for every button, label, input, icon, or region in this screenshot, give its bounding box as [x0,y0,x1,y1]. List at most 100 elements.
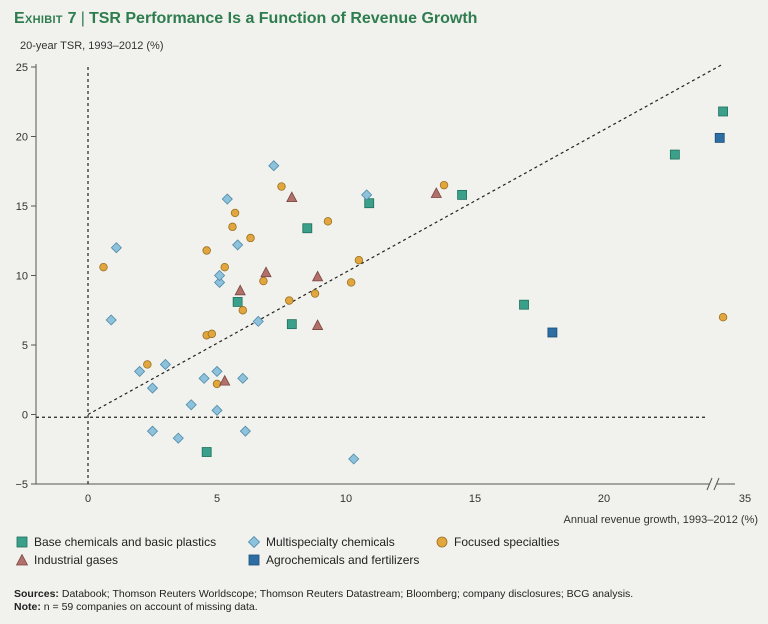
note-line: Note: n = 59 companies on account of mis… [14,601,633,614]
multispecialty-point [211,404,223,416]
industrial-gases-point [286,191,298,203]
legend-item-focused-specialties: Focused specialties [436,535,559,549]
base-chemicals-point [457,189,468,200]
multispecialty-point [214,276,226,289]
legend-item-multispecialty: Multispecialty chemicals [248,535,395,549]
multispecialty-point [268,160,280,172]
base-chemicals-point [286,319,297,330]
y-axis-label: 20-year TSR, 1993–2012 (%) [20,40,164,52]
x-tick-label: 15 [469,493,481,505]
footer: Sources: Databook; Thomson Reuters World… [14,588,633,614]
y-tick-label: 20 [16,132,28,144]
focused-specialties-point [246,233,255,243]
focused-specialties-point [285,296,294,305]
x-tick-label: 10 [340,493,352,505]
multispecialty-point [361,189,373,201]
multispecialty-point [237,372,249,384]
multispecialty-point [110,242,122,254]
x-axis-label: Annual revenue growth, 1993–2012 (%) [564,514,758,526]
focused-specialties-point [212,379,222,389]
base-chemicals-point [669,149,680,160]
multispecialty-point [214,269,226,282]
x-tick-label: 5 [214,493,220,505]
multispecialty-point [159,358,171,371]
focused-specialties-point [277,182,286,191]
multispecialty-point [232,239,244,251]
base-chemicals-point [232,297,243,307]
sources-text: Databook; Thomson Reuters Worldscope; Th… [61,588,634,600]
focused-specialties-point [259,276,268,286]
multispecialty-point [172,432,184,444]
note-label: Note: [14,601,41,613]
y-tick-label: 5 [22,340,28,352]
legend-label: Industrial gases [34,553,119,567]
multispecialty-point [252,315,264,327]
y-tick-label: 10 [16,271,28,283]
focused-specialties-point [718,313,728,322]
exhibit-label: Exhibit 7 [14,10,77,27]
focused-specialties-point [354,256,364,265]
multispecialty-point [185,399,197,411]
focused-specialties-point [323,217,333,226]
data-marks [99,106,728,465]
focused-specialties-point [202,246,211,255]
legend-diamond-icon [248,536,260,548]
industrial-gases-point [430,187,442,198]
focused-specialties-point [228,222,237,232]
multispecialty-point [239,425,251,437]
y-tick-label: 25 [16,62,28,74]
multispecialty-point [211,365,223,377]
y-tick-label: −5 [15,479,28,491]
sources-line: Sources: Databook; Thomson Reuters World… [14,588,633,601]
trend-line [87,63,723,416]
industrial-gases-point [260,266,272,278]
legend-item-industrial-gases: Industrial gases [16,553,118,567]
industrial-gases-point [311,319,324,330]
focused-specialties-point [346,278,356,287]
y-tick-label: 0 [22,410,28,422]
legend-square-icon [16,536,28,548]
legend-label: Base chemicals and basic plastics [34,535,217,549]
legend-triangle-icon [16,554,28,566]
multispecialty-point [134,365,146,377]
title-text: TSR Performance Is a Function of Revenue… [88,10,478,27]
legend-circle-icon [436,536,448,548]
chart-title: Exhibit 7 | TSR Performance Is a Function … [14,10,477,28]
agrochemicals-point [547,327,558,338]
agrochemicals-point [714,132,725,143]
sources-label: Sources: [14,588,59,600]
note-text: n = 59 companies on account of missing d… [43,601,258,613]
legend-label: Focused specialties [454,535,560,549]
x-tick-label: 20 [598,493,610,505]
multispecialty-point [105,314,117,326]
multispecialty-point [348,453,360,465]
axis-break-mark [706,477,713,491]
base-chemicals-point [302,223,313,234]
axis-break-mark [713,477,720,491]
focused-specialties-point [99,262,108,272]
focused-specialties-point [310,289,320,298]
industrial-gases-point [311,270,324,282]
multispecialty-point [221,193,233,205]
legend-label: Agrochemicals and fertilizers [266,553,420,567]
base-chemicals-point [519,299,529,310]
focused-specialties-point [220,262,229,272]
x-tick-label: 35 [739,493,751,505]
industrial-gases-point [234,284,246,296]
legend-square-icon [248,554,260,566]
focused-specialties-point [230,208,240,218]
legend-label: Multispecialty chemicals [266,535,395,549]
title-separator: | [80,10,85,27]
industrial-gases-point [219,374,231,386]
multispecialty-point [198,372,210,384]
focused-specialties-point [238,306,247,315]
base-chemicals-point [201,447,212,457]
axes: 25 20 15 10 5 0 −5 0 5 10 15 20 35 [15,62,751,505]
multispecialty-point [146,382,159,394]
x-tick-label: 0 [85,493,91,505]
base-chemicals-point [364,198,375,209]
legend-item-base-chemicals: Base chemicals and basic plastics [16,535,216,549]
focused-specialties-point [439,180,449,190]
focused-specialties-point [143,360,152,369]
y-tick-label: 15 [16,201,28,213]
